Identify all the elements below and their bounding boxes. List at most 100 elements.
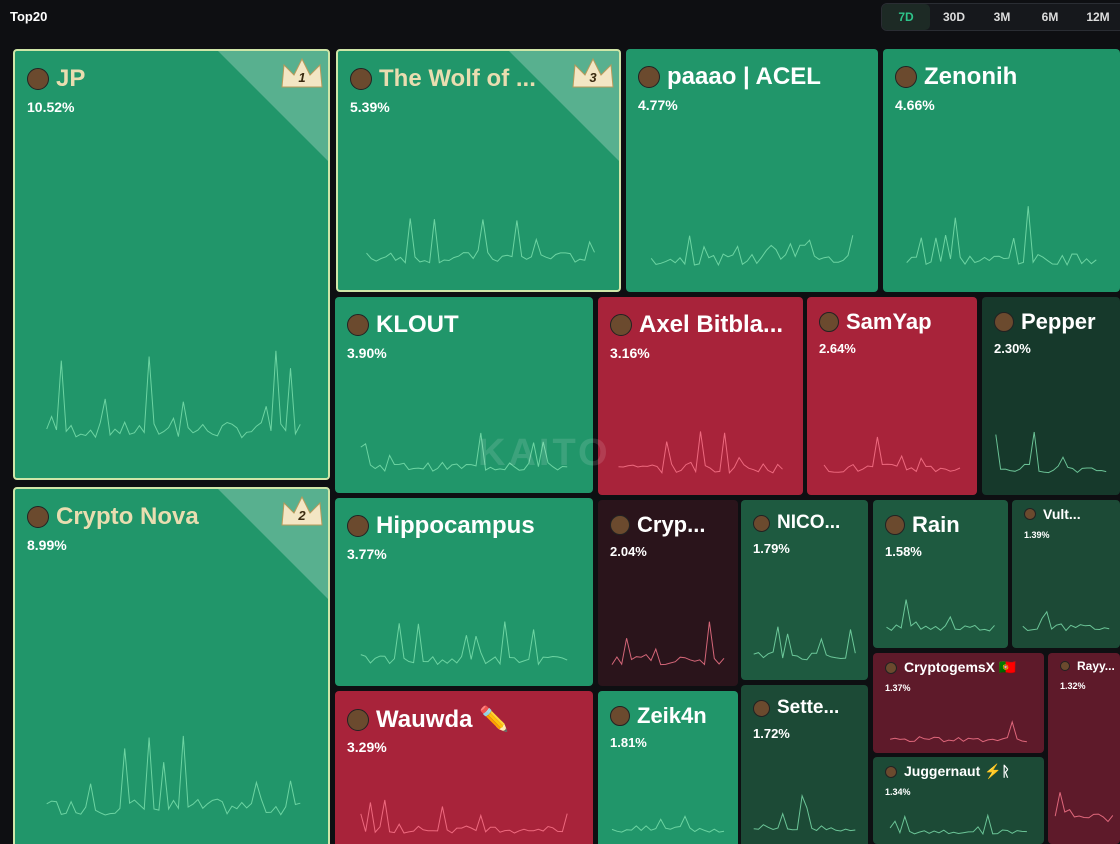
avatar xyxy=(895,66,917,88)
sparkline-path xyxy=(611,621,725,666)
crown xyxy=(281,495,323,526)
sparkline xyxy=(753,626,856,661)
tile[interactable]: CryptogemsX 🇵🇹 1.37% xyxy=(873,653,1044,753)
avatar xyxy=(885,765,897,778)
sparkline xyxy=(366,217,595,264)
tile-name: Hippocampus xyxy=(347,512,535,540)
tile-share: 1.58% xyxy=(885,544,922,559)
tile-name: Juggernaut ⚡ᚱ xyxy=(885,763,1010,780)
tile-name: The Wolf of ... xyxy=(350,65,536,93)
avatar xyxy=(350,68,372,90)
sparkline xyxy=(995,431,1107,474)
name-text: paaao | ACEL xyxy=(667,63,821,90)
name-text: SamYap xyxy=(846,309,932,334)
tile-name: Zenonih xyxy=(895,63,1017,91)
tile-share: 1.39% xyxy=(1024,530,1050,540)
crown xyxy=(281,57,323,88)
tile[interactable]: Vult... 1.39% xyxy=(1012,500,1120,648)
tile-share: 1.81% xyxy=(610,735,647,750)
sparkline xyxy=(360,432,568,472)
sparkline-path xyxy=(618,431,783,474)
tile[interactable]: Cryp... 2.04% xyxy=(598,500,738,686)
tile-share: 1.32% xyxy=(1060,681,1086,691)
avatar xyxy=(610,515,630,535)
page-title: Top20 xyxy=(10,9,48,24)
sparkline-path xyxy=(1054,792,1114,823)
name-text: JP xyxy=(56,65,86,92)
avatar xyxy=(994,312,1014,332)
tile-share: 2.64% xyxy=(819,341,856,356)
sparkline-path xyxy=(611,815,725,833)
tile[interactable]: Crypto Nova 8.99% 2 xyxy=(13,487,330,844)
sparkline-path xyxy=(360,799,568,834)
avatar xyxy=(610,706,630,726)
tile-name: Vult... xyxy=(1024,506,1081,522)
name-text: KLOUT xyxy=(376,311,459,338)
crown-corner: 2 xyxy=(218,489,328,599)
tile[interactable]: NICO... 1.79% xyxy=(741,500,868,680)
sparkline-path xyxy=(753,793,856,832)
tile-share: 3.29% xyxy=(347,739,387,755)
time-tab[interactable]: 3M xyxy=(993,10,1011,24)
avatar xyxy=(1060,661,1070,671)
watermark: KAITO xyxy=(478,432,611,474)
tile[interactable]: Pepper 2.30% xyxy=(982,297,1120,495)
crown-corner: 1 xyxy=(218,51,328,161)
sparkline-path xyxy=(650,234,854,266)
sparkline-path xyxy=(823,436,961,473)
tile[interactable]: SamYap 2.64% xyxy=(807,297,977,495)
tile-share: 4.66% xyxy=(895,97,935,113)
name-text: Hippocampus xyxy=(376,512,535,539)
tile[interactable]: KLOUT 3.90% xyxy=(335,297,593,493)
tile[interactable]: Zeik4n 1.81% xyxy=(598,691,738,844)
time-tab[interactable]: 12M xyxy=(1086,10,1110,24)
tile-name: Cryp... xyxy=(610,512,705,538)
tile[interactable]: Sette... 1.72% xyxy=(741,685,868,844)
time-tab[interactable]: 30D xyxy=(942,10,965,24)
tile[interactable]: Rain 1.58% xyxy=(873,500,1008,648)
tile[interactable]: The Wolf of ... 5.39% 3 xyxy=(336,49,621,292)
time-tab[interactable]: 6M xyxy=(1041,10,1059,24)
crown-rank: 1 xyxy=(298,70,305,85)
sparkline xyxy=(753,793,856,832)
tile-name: SamYap xyxy=(819,309,932,335)
avatar xyxy=(885,515,905,535)
sparkline-path xyxy=(46,735,301,816)
avatar xyxy=(819,312,839,332)
sparkline xyxy=(360,799,568,834)
tile[interactable]: Rayy... 1.32% xyxy=(1048,653,1120,844)
avatar xyxy=(347,708,369,731)
tile[interactable]: JP 10.52% 1 xyxy=(13,49,330,480)
tile[interactable]: Zenonih 4.66% xyxy=(883,49,1120,292)
tile-name: Zeik4n xyxy=(610,703,707,729)
tile-share: 1.72% xyxy=(753,726,790,741)
sparkline xyxy=(906,205,1097,266)
name-text: Crypto Nova xyxy=(56,503,199,530)
tile-share: 3.77% xyxy=(347,546,387,562)
avatar xyxy=(753,699,770,717)
tile[interactable]: Wauwda ✏️ 3.29% xyxy=(335,691,593,844)
tile-name: KLOUT xyxy=(347,311,459,339)
tile[interactable]: Axel Bitbla... 3.16% xyxy=(598,297,803,495)
tile-name: Sette... xyxy=(753,697,839,719)
name-text: Vult... xyxy=(1043,506,1081,522)
tile-share: 5.39% xyxy=(350,99,390,115)
corner xyxy=(218,51,328,161)
name-text: Wauwda ✏️ xyxy=(376,706,509,733)
tile-share: 3.90% xyxy=(347,345,387,361)
tile[interactable]: Juggernaut ⚡ᚱ 1.34% xyxy=(873,757,1044,844)
avatar xyxy=(885,661,897,674)
crown xyxy=(572,57,614,88)
time-tab[interactable]: 7D xyxy=(882,4,930,30)
name-text: Sette... xyxy=(777,697,840,718)
sparkline xyxy=(890,720,1027,743)
tile[interactable]: Hippocampus 3.77% xyxy=(335,498,593,686)
name-text: Juggernaut ⚡ᚱ xyxy=(904,763,1010,779)
sparkline-path xyxy=(906,205,1097,266)
name-text: Cryp... xyxy=(637,512,706,537)
tile[interactable]: paaao | ACEL 4.77% xyxy=(626,49,878,292)
sparkline xyxy=(360,621,568,667)
avatar xyxy=(347,314,369,336)
avatar xyxy=(27,506,49,528)
